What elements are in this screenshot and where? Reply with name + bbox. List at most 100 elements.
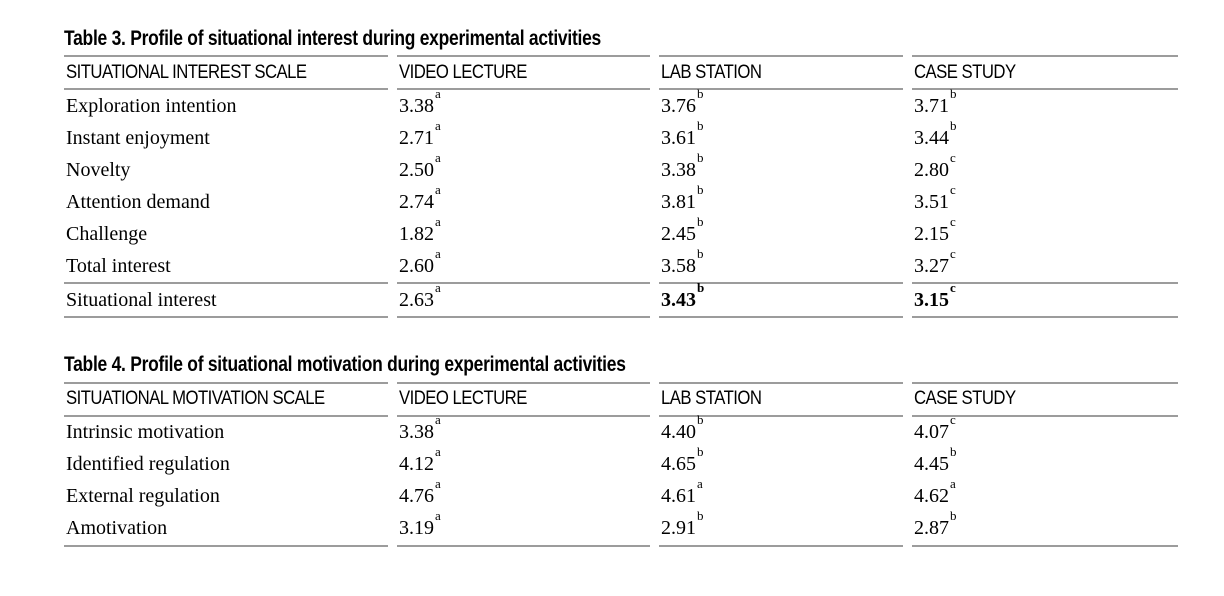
value-cell: 3.27c [914,246,956,277]
page: Table 3. Profile of situational interest… [64,26,1224,547]
row-label: Exploration intention [66,94,237,117]
value-cell: 2.80c [914,150,956,181]
value-cell: 4.45b [914,444,957,475]
table-row: Exploration intention 3.38a 3.76b 3.71b [64,86,1178,122]
table-4-header-row: SITUATIONAL MOTIVATION SCALE VIDEO LECTU… [64,381,1178,417]
superscript: b [950,508,957,524]
value-cell: 3.51c [914,182,956,213]
superscript: a [435,150,441,166]
superscript: b [697,412,704,428]
row-label: Novelty [66,158,131,181]
column-header-case-study: CASE STUDY [912,55,1178,91]
row-label: Intrinsic motivation [66,421,225,443]
value-cell: 3.58b [661,246,704,277]
superscript: a [435,86,441,102]
value-cell: 2.87b [912,509,1178,547]
value-cell: 2.63a [397,280,650,319]
superscript: c [950,280,956,296]
superscript: b [950,118,957,134]
row-label: Situational interest [64,282,388,319]
superscript: a [697,476,703,492]
table-3-section: Table 3. Profile of situational interest… [64,26,1224,319]
table-row: Novelty 2.50a 3.38b 2.80c [64,150,1178,186]
superscript: b [697,444,704,460]
superscript: b [697,86,704,102]
row-label: Attention demand [66,190,210,213]
value-cell: 4.40b [661,412,704,443]
table-4: SITUATIONAL MOTIVATION SCALE VIDEO LECTU… [55,381,1187,547]
table-row: External regulation 4.76a 4.61a 4.62a [64,476,1178,513]
row-label: Instant enjoyment [66,126,210,149]
table-3: SITUATIONAL INTEREST SCALE VIDEO LECTURE… [55,55,1187,319]
table-row: Challenge 1.82a 2.45b 2.15c [64,214,1178,250]
value-cell: 3.38b [661,150,704,181]
value-cell: 3.43b [659,280,903,319]
table-3-header-row: SITUATIONAL INTEREST SCALE VIDEO LECTURE… [64,55,1178,91]
table-row: Attention demand 2.74a 3.81b 3.51c [64,182,1178,218]
superscript: b [697,118,704,134]
row-label: Total interest [66,254,171,277]
value-cell: 3.38a [399,86,441,117]
column-header-scale: SITUATIONAL MOTIVATION SCALE [64,381,388,417]
superscript: b [697,508,704,524]
superscript: a [435,118,441,134]
value-cell: 3.44b [914,118,957,149]
table-row: Total interest 2.60a 3.58b 3.27c [64,246,1178,282]
value-cell: 2.60a [399,246,441,277]
superscript: a [435,476,441,492]
superscript: b [697,246,704,262]
superscript: b [950,86,957,102]
value-cell: 2.91b [659,509,903,547]
table-row: Amotivation 3.19a 2.91b 2.87b [64,509,1178,547]
superscript: c [950,246,956,262]
table-row: Instant enjoyment 2.71a 3.61b 3.44b [64,118,1178,154]
superscript: a [435,412,441,428]
table-4-title: Table 4. Profile of situational motivati… [64,352,1224,378]
column-header-video-lecture: VIDEO LECTURE [397,381,650,417]
value-cell: 2.71a [399,118,441,149]
table-4-section: Table 4. Profile of situational motivati… [64,352,1224,547]
value-cell: 1.82a [399,214,441,245]
table-row: Situational interest 2.63a 3.43b 3.15c [64,280,1178,319]
value-cell: 4.07c [914,412,956,443]
superscript: a [435,508,441,524]
table-3-body: Exploration intention 3.38a 3.76b 3.71b Inst… [64,86,1178,319]
superscript: c [950,182,956,198]
superscript: b [697,280,705,296]
row-label: External regulation [66,485,220,507]
value-cell: 3.76b [661,86,704,117]
superscript: a [950,476,956,492]
column-header-case-study: CASE STUDY [912,381,1178,417]
superscript: b [950,444,957,460]
table-4-body: Intrinsic motivation 3.38a 4.40b 4.07c Ident… [64,412,1178,547]
superscript: a [435,280,441,296]
value-cell: 3.61b [661,118,704,149]
table-row: Intrinsic motivation 3.38a 4.40b 4.07c [64,412,1178,449]
value-cell: 4.76a [399,476,441,507]
superscript: b [697,214,704,230]
value-cell: 4.65b [661,444,704,475]
table-3-title-text: Table 3. Profile of situational interest… [64,27,601,50]
value-cell: 4.61a [661,476,703,507]
superscript: c [950,412,956,428]
value-cell: 4.12a [399,444,441,475]
value-cell: 2.15c [914,214,956,245]
table-row: Identified regulation 4.12a 4.65b 4.45b [64,444,1178,481]
value-cell: 3.19a [397,509,650,547]
superscript: b [697,182,704,198]
superscript: a [435,444,441,460]
value-cell: 3.71b [914,86,957,117]
table-3-title: Table 3. Profile of situational interest… [64,26,1224,52]
superscript: c [950,214,956,230]
value-cell: 2.45b [661,214,704,245]
superscript: a [435,182,441,198]
value-cell: 2.74a [399,182,441,213]
value-cell: 3.15c [912,280,1178,319]
column-header-video-lecture: VIDEO LECTURE [397,55,650,91]
value-cell: 4.62a [914,476,956,507]
row-label: Amotivation [64,513,388,547]
row-label: Identified regulation [66,453,230,475]
superscript: c [950,150,956,166]
value-cell: 3.38a [399,412,441,443]
row-label: Challenge [66,222,148,245]
